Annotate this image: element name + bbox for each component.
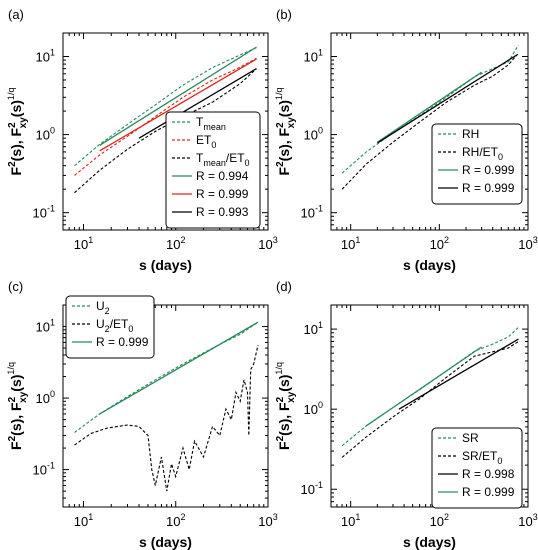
y-tick-label: 10-1 (33, 204, 55, 221)
legend-entry: Tmean (196, 115, 226, 132)
x-axis-label: s (days) (139, 257, 192, 273)
series-line-2 (398, 338, 519, 410)
legend-entry: U2/ET0 (96, 317, 133, 334)
legend-entry: R = 0.998 (462, 467, 515, 481)
legend-box (165, 111, 261, 229)
legend-entry: ET0 (196, 133, 216, 150)
chart-panel-c: 101 102 103 10-1 100 101 (c) s (days) F2(s), F2x… (6, 279, 278, 550)
y-axis-label: F2(s), F2xy(s)1/q (274, 88, 297, 176)
x-tick-label: 101 (74, 235, 93, 252)
plot-frame (330, 32, 529, 231)
series-line-1 (74, 57, 257, 176)
series-line-3 (99, 46, 257, 146)
y-tick-label: 101 (304, 320, 323, 337)
y-tick-label: 100 (304, 126, 323, 143)
x-tick-label: 103 (258, 235, 277, 252)
x-tick-label: 102 (430, 512, 449, 529)
y-axis-label: F2(s), F2xy(s)1/q (6, 88, 29, 176)
legend-entry: Tmean/ET0 (196, 151, 250, 168)
x-axis-label: s (days) (403, 534, 456, 550)
panel-label: (c) (8, 279, 23, 294)
series-line-2 (99, 321, 259, 415)
series-line-5 (138, 68, 257, 139)
x-tick-label: 101 (341, 512, 360, 529)
legend-entry: R = 0.993 (196, 205, 249, 219)
legend-box (431, 123, 523, 205)
x-tick-label: 103 (258, 512, 277, 529)
legend-entry: RH (462, 127, 479, 141)
x-tick-label: 101 (74, 512, 93, 529)
y-tick-label: 10-1 (301, 204, 323, 221)
y-tick-label: 101 (36, 318, 55, 335)
series-line-4 (99, 58, 257, 152)
plot-frame (62, 32, 269, 231)
legend-entry: R = 0.999 (462, 181, 515, 195)
legend-entry: R = 0.999 (462, 163, 515, 177)
panel-label: (b) (276, 7, 292, 22)
y-axis-label: F2(s), F2xy(s)1/q (274, 362, 297, 450)
plot-frame (330, 304, 529, 508)
y-tick-label: 100 (36, 126, 55, 143)
series-line-3 (365, 346, 482, 427)
x-tick-label: 101 (341, 235, 360, 252)
y-tick-label: 100 (304, 400, 323, 417)
y-tick-label: 101 (304, 48, 323, 65)
x-axis-label: s (days) (403, 257, 456, 273)
y-tick-label: 10-1 (33, 461, 55, 478)
y-axis-label: F2(s), F2xy(s)1/q (6, 362, 29, 450)
legend-entry: R = 0.994 (196, 169, 249, 183)
x-tick-label: 102 (166, 512, 185, 529)
chart-panel-a: 101 102 103 10-1 100 101 (a) s (days) F2(s), F2x… (6, 7, 278, 273)
series-line-2 (377, 71, 482, 143)
x-tick-label: 102 (166, 235, 185, 252)
x-tick-label: 102 (430, 235, 449, 252)
x-axis-label: s (days) (139, 534, 192, 550)
legend-entry: RH/ET0 (462, 145, 503, 162)
legend-entry: SR (462, 431, 479, 445)
legend-entry: R = 0.999 (96, 335, 149, 349)
panel-label: (d) (276, 279, 292, 294)
x-tick-label: 103 (518, 235, 537, 252)
series-line-1 (341, 52, 519, 190)
legend-entry: R = 0.999 (462, 485, 515, 499)
legend-entry: R = 0.999 (196, 187, 249, 201)
x-tick-label: 103 (518, 512, 537, 529)
y-tick-label: 100 (36, 389, 55, 406)
chart-panel-d: 101 102 103 10-1 100 101 (d) s (days) F2(s), F2x… (274, 279, 538, 550)
panel-label: (a) (8, 7, 24, 22)
series-line-1 (74, 344, 259, 492)
y-tick-label: 10-1 (301, 480, 323, 497)
series-line-3 (377, 54, 518, 144)
plot-frame (62, 304, 269, 508)
series-line-1 (341, 341, 519, 458)
chart-panel-b: 101 102 103 10-1 100 101 (b) s (days) F2(s), F2x… (274, 7, 538, 273)
y-tick-label: 101 (36, 48, 55, 65)
legend-entry: U2 (96, 299, 110, 316)
legend-entry: SR/ET0 (462, 449, 502, 466)
legend-box (431, 427, 523, 509)
